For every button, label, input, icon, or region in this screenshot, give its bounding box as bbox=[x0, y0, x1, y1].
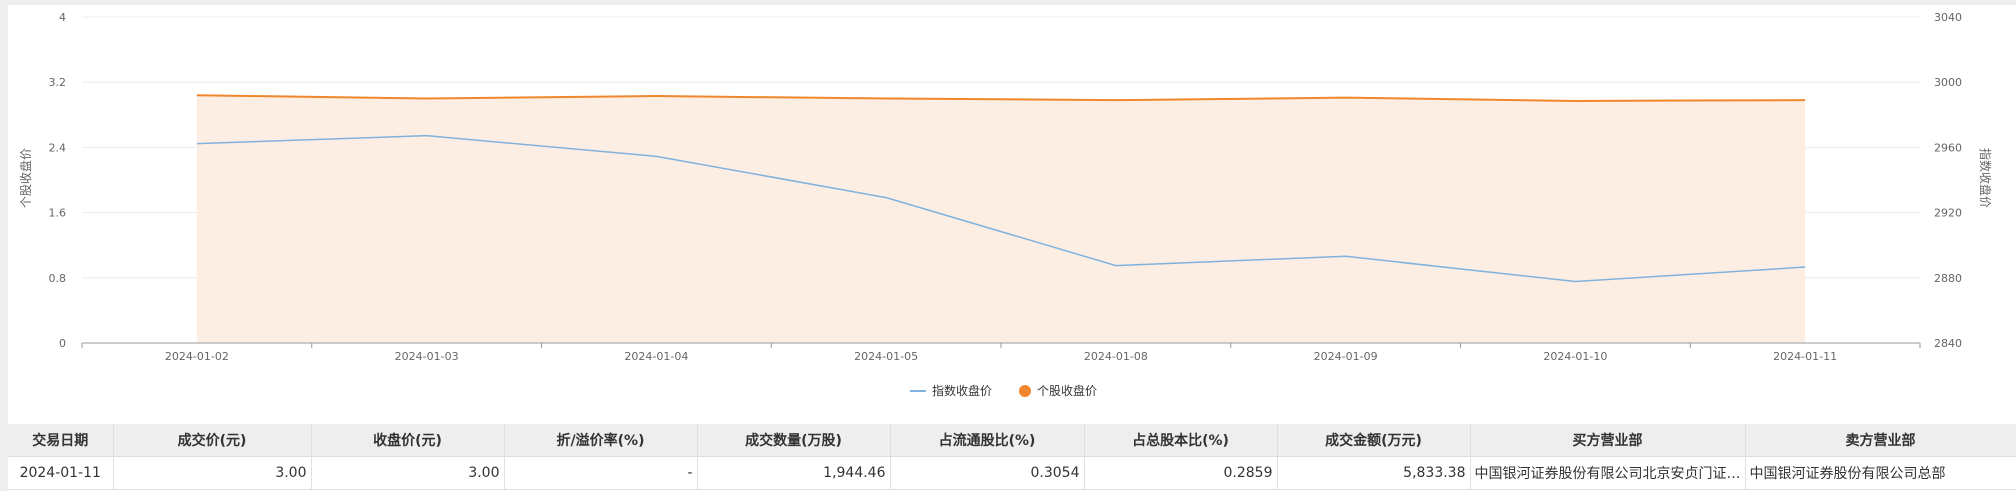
y-left-tick-label: 0.8 bbox=[49, 272, 67, 285]
index-price-line[interactable] bbox=[196, 134, 1806, 283]
x-tick-label: 2024-01-11 bbox=[1773, 350, 1837, 363]
table-cell: 0.2859 bbox=[1084, 456, 1278, 490]
table-row[interactable]: 2024-01-11 3.00 3.00-1,944.46 0.3054 0.2859 5… bbox=[8, 456, 2016, 490]
y-left-tick-label: 2.4 bbox=[49, 141, 67, 154]
top-border bbox=[0, 0, 2016, 5]
x-tick-label: 2024-01-10 bbox=[1543, 350, 1607, 363]
table-header-row: 交易日期 成交价(元) 收盘价(元) 折/溢价率(%) 成交数量(万股) 占流通股比(%)… bbox=[8, 424, 2016, 457]
price-chart: 0 2840 0.8 2880 1.6 2920 2.4 2960 3.2 3000 4 3040 20… bbox=[18, 11, 1993, 398]
table-cell: 5,833.38 bbox=[1277, 456, 1471, 490]
table-header-cell: 成交数量(万股) bbox=[697, 424, 891, 457]
legend-item-stock[interactable]: 个股收盘价 bbox=[1019, 383, 1097, 398]
index-price-point[interactable] bbox=[1572, 279, 1578, 285]
x-tick-label: 2024-01-04 bbox=[624, 350, 688, 363]
index-price-point[interactable] bbox=[194, 141, 200, 147]
table-cell: - bbox=[504, 456, 698, 490]
line-layer bbox=[194, 92, 1808, 285]
stock-price-line[interactable] bbox=[196, 94, 1806, 102]
index-price-point[interactable] bbox=[653, 153, 659, 159]
table-cell: 中国银河证券股份有限公司北京安贞门证券营业部 bbox=[1470, 456, 1746, 490]
index-price-point[interactable] bbox=[1343, 253, 1349, 259]
legend-label: 指数收盘价 bbox=[932, 383, 992, 398]
y-left-tick-label: 0 bbox=[59, 337, 66, 350]
left-border bbox=[0, 0, 8, 491]
y-right-tick-label: 2840 bbox=[1934, 337, 1962, 350]
y-right-tick-label: 2880 bbox=[1934, 272, 1962, 285]
x-tick-label: 2024-01-05 bbox=[854, 350, 918, 363]
y-left-tick-label: 3.2 bbox=[49, 76, 67, 89]
axes: 0 2840 0.8 2880 1.6 2920 2.4 2960 3.2 3000 4 3040 20… bbox=[49, 11, 1963, 363]
table-header-cell: 成交价(元) bbox=[113, 424, 312, 457]
area-layer bbox=[196, 95, 1806, 344]
x-tick-label: 2024-01-09 bbox=[1314, 350, 1378, 363]
table-cell: 2024-01-11 bbox=[8, 456, 114, 490]
block-trade-table: 交易日期 成交价(元) 收盘价(元) 折/溢价率(%) 成交数量(万股) 占流通股比(%)… bbox=[8, 424, 2016, 490]
stock-price-point[interactable] bbox=[1802, 97, 1808, 103]
y-right-axis-title: 指数收盘价 bbox=[1978, 148, 1993, 208]
index-price-point[interactable] bbox=[1113, 263, 1119, 269]
stock-price-point[interactable] bbox=[653, 93, 659, 99]
stock-price-point[interactable] bbox=[194, 92, 200, 98]
legend-item-index[interactable]: 指数收盘价 bbox=[910, 383, 992, 398]
legend-dot-icon bbox=[1019, 385, 1031, 397]
stock-price-point[interactable] bbox=[424, 96, 430, 102]
index-price-point[interactable] bbox=[424, 133, 430, 139]
table-cell: 3.00 bbox=[311, 456, 505, 490]
y-left-tick-label: 1.6 bbox=[49, 207, 67, 220]
stock-price-point[interactable] bbox=[883, 96, 889, 102]
table-header-cell: 交易日期 bbox=[8, 424, 114, 457]
table-header-cell: 折/溢价率(%) bbox=[504, 424, 698, 457]
legend[interactable]: 指数收盘价 个股收盘价 bbox=[910, 383, 1097, 398]
table-header-cell: 占流通股比(%) bbox=[890, 424, 1085, 457]
stock-price-area bbox=[196, 95, 1806, 344]
table-cell: 中国银河证券股份有限公司总部 bbox=[1745, 456, 2016, 490]
y-left-axis-title: 个股收盘价 bbox=[18, 148, 33, 208]
y-right-tick-label: 3040 bbox=[1934, 11, 1962, 24]
y-right-tick-label: 2960 bbox=[1934, 141, 1962, 154]
table-cell: 3.00 bbox=[113, 456, 312, 490]
y-right-tick-label: 2920 bbox=[1934, 207, 1962, 220]
x-tick-label: 2024-01-02 bbox=[165, 350, 229, 363]
table-header-cell: 卖方营业部 bbox=[1745, 424, 2016, 457]
x-tick-label: 2024-01-03 bbox=[395, 350, 459, 363]
index-price-point[interactable] bbox=[1802, 264, 1808, 270]
stock-price-point[interactable] bbox=[1572, 98, 1578, 104]
table-header-cell: 买方营业部 bbox=[1470, 424, 1746, 457]
table-cell: 1,944.46 bbox=[697, 456, 891, 490]
legend-label: 个股收盘价 bbox=[1037, 383, 1097, 398]
y-left-tick-label: 4 bbox=[59, 11, 66, 24]
table-header-cell: 成交金额(万元) bbox=[1277, 424, 1471, 457]
table-header-cell: 收盘价(元) bbox=[311, 424, 505, 457]
y-right-tick-label: 3000 bbox=[1934, 76, 1962, 89]
table-cell: 0.3054 bbox=[890, 456, 1085, 490]
table-header-cell: 占总股本比(%) bbox=[1084, 424, 1278, 457]
stock-price-point[interactable] bbox=[1343, 95, 1349, 101]
x-tick-label: 2024-01-08 bbox=[1084, 350, 1148, 363]
index-price-point[interactable] bbox=[883, 195, 889, 201]
stock-price-point[interactable] bbox=[1113, 97, 1119, 103]
